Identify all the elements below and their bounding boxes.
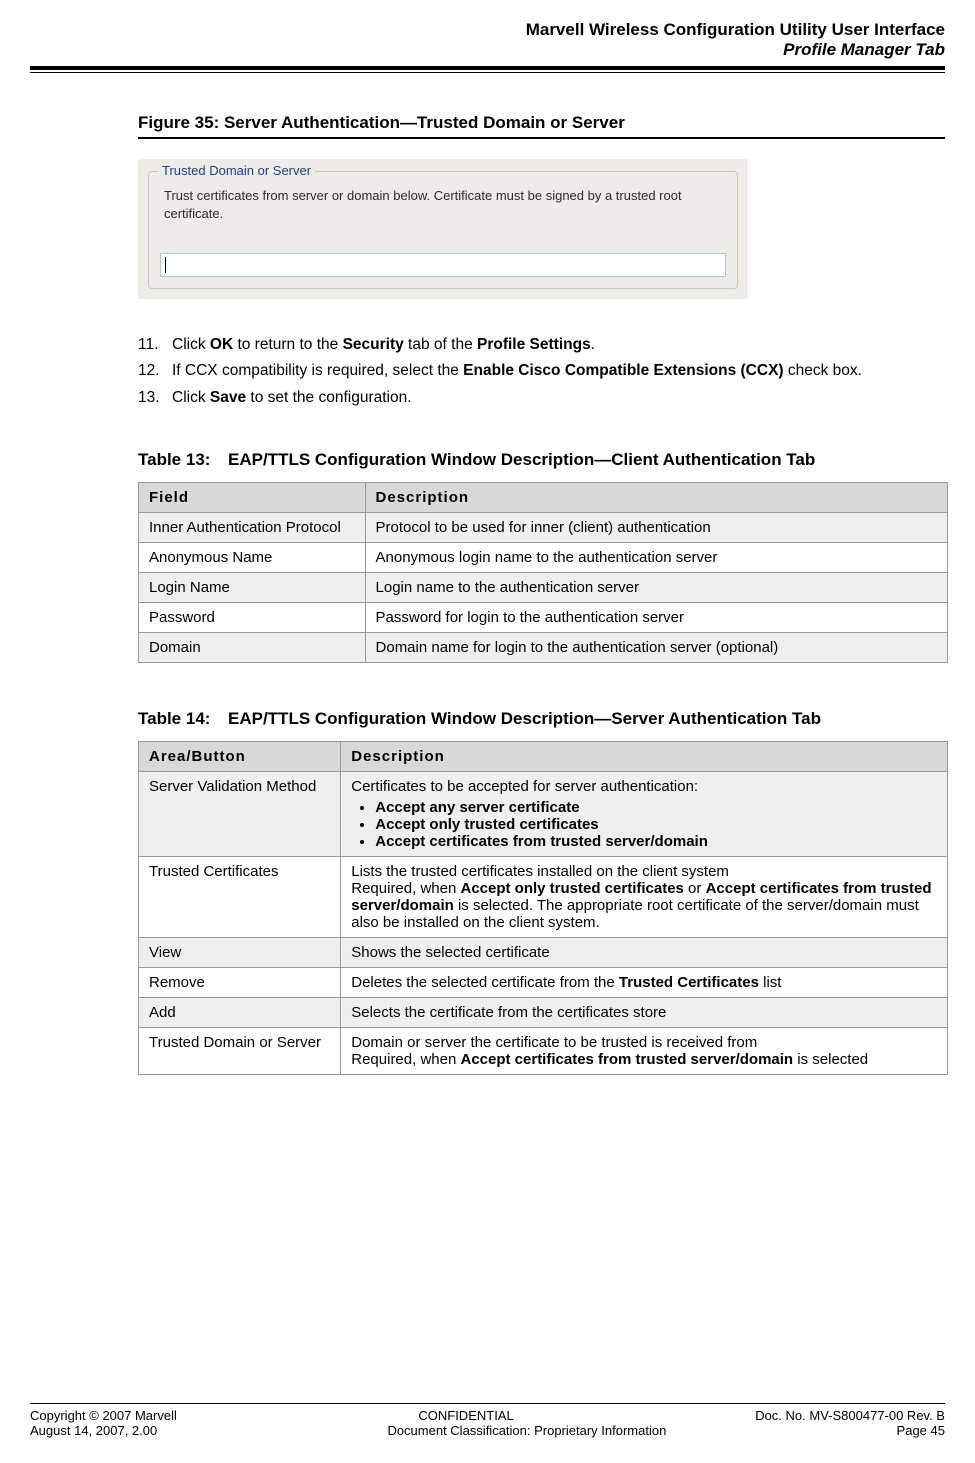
footer-center-2: Document Classification: Proprietary Inf… <box>387 1423 666 1438</box>
footer-rule <box>30 1403 945 1404</box>
cell-field: Login Name <box>139 573 366 603</box>
table-row: RemoveDeletes the selected certificate f… <box>139 968 948 998</box>
trusted-domain-groupbox: Trusted Domain or Server Trust certifica… <box>138 159 748 299</box>
th-area: Area/Button <box>139 742 341 772</box>
cell-area: Server Validation Method <box>139 772 341 857</box>
header-subtitle: Profile Manager Tab <box>30 40 945 60</box>
cell-description: Domain name for login to the authenticat… <box>365 633 947 663</box>
cell-field: Inner Authentication Protocol <box>139 513 366 543</box>
cell-field: Anonymous Name <box>139 543 366 573</box>
cell-description: Certificates to be accepted for server a… <box>341 772 948 857</box>
footer-row-1: Copyright © 2007 Marvell CONFIDENTIAL Do… <box>30 1408 945 1423</box>
cell-field: Password <box>139 603 366 633</box>
cell-description: Domain or server the certificate to be t… <box>341 1028 948 1075</box>
step-num: 11. <box>138 334 172 356</box>
cell-description: Lists the trusted certificates installed… <box>341 857 948 938</box>
cell-description: Login name to the authentication server <box>365 573 947 603</box>
cell-field: Domain <box>139 633 366 663</box>
page: Marvell Wireless Configuration Utility U… <box>0 0 975 1463</box>
cell-description: Password for login to the authentication… <box>365 603 947 633</box>
cell-area: Remove <box>139 968 341 998</box>
footer-right-2: Page 45 <box>897 1423 945 1438</box>
input-caret <box>165 257 166 273</box>
table-row: Trusted CertificatesLists the trusted ce… <box>139 857 948 938</box>
cell-description: Selects the certificate from the certifi… <box>341 998 948 1028</box>
steps-list: 11. Click OK to return to the Security t… <box>138 334 945 409</box>
page-header: Marvell Wireless Configuration Utility U… <box>30 20 945 60</box>
table13-caption: Table 13: EAP/TTLS Configuration Window … <box>138 449 945 472</box>
figure-caption: Figure 35: Server Authentication—Trusted… <box>138 113 945 133</box>
table14-body: Server Validation MethodCertificates to … <box>139 772 948 1075</box>
content: Figure 35: Server Authentication—Trusted… <box>30 73 945 1075</box>
th-description: Description <box>341 742 948 772</box>
step-text: If CCX compatibility is required, select… <box>172 360 862 382</box>
cell-description: Anonymous login name to the authenticati… <box>365 543 947 573</box>
groupbox-text: Trust certificates from server or domain… <box>164 187 722 222</box>
footer-right-1: Doc. No. MV-S800477-00 Rev. B <box>755 1408 945 1423</box>
table-header-row: Field Description <box>139 483 948 513</box>
table-row: Anonymous NameAnonymous login name to th… <box>139 543 948 573</box>
footer-row-2: August 14, 2007, 2.00 Document Classific… <box>30 1423 945 1438</box>
footer-left-2: August 14, 2007, 2.00 <box>30 1423 157 1438</box>
table-row: Login NameLogin name to the authenticati… <box>139 573 948 603</box>
table-header-row: Area/Button Description <box>139 742 948 772</box>
table-row: Inner Authentication ProtocolProtocol to… <box>139 513 948 543</box>
table-row: Trusted Domain or ServerDomain or server… <box>139 1028 948 1075</box>
groupbox-legend: Trusted Domain or Server <box>158 163 315 178</box>
step-11: 11. Click OK to return to the Security t… <box>138 334 945 356</box>
header-rule-thick <box>30 66 945 70</box>
th-description: Description <box>365 483 947 513</box>
cell-description: Protocol to be used for inner (client) a… <box>365 513 947 543</box>
cell-area: Add <box>139 998 341 1028</box>
cell-description: Shows the selected certificate <box>341 938 948 968</box>
step-num: 12. <box>138 360 172 382</box>
step-13: 13. Click Save to set the configuration. <box>138 387 945 409</box>
table13-body: Inner Authentication ProtocolProtocol to… <box>139 513 948 663</box>
footer-left-1: Copyright © 2007 Marvell <box>30 1408 177 1423</box>
table13-label: Table 13: <box>138 449 228 472</box>
step-text: Click Save to set the configuration. <box>172 387 412 409</box>
table-row: ViewShows the selected certificate <box>139 938 948 968</box>
step-num: 13. <box>138 387 172 409</box>
table14-title: EAP/TTLS Configuration Window Descriptio… <box>228 708 821 731</box>
table-row: Server Validation MethodCertificates to … <box>139 772 948 857</box>
header-title: Marvell Wireless Configuration Utility U… <box>30 20 945 40</box>
cell-description: Deletes the selected certificate from th… <box>341 968 948 998</box>
th-field: Field <box>139 483 366 513</box>
step-text: Click OK to return to the Security tab o… <box>172 334 595 356</box>
trusted-domain-input[interactable] <box>160 253 726 277</box>
cell-area: View <box>139 938 341 968</box>
figure-rule <box>138 137 945 139</box>
table-row: PasswordPassword for login to the authen… <box>139 603 948 633</box>
table14-label: Table 14: <box>138 708 228 731</box>
table13-title: EAP/TTLS Configuration Window Descriptio… <box>228 449 815 472</box>
table-row: AddSelects the certificate from the cert… <box>139 998 948 1028</box>
table13: Field Description Inner Authentication P… <box>138 482 948 663</box>
cell-area: Trusted Certificates <box>139 857 341 938</box>
cell-area: Trusted Domain or Server <box>139 1028 341 1075</box>
footer-center-1: CONFIDENTIAL <box>418 1408 513 1423</box>
table14-caption: Table 14: EAP/TTLS Configuration Window … <box>138 708 945 731</box>
table14: Area/Button Description Server Validatio… <box>138 741 948 1075</box>
step-12: 12. If CCX compatibility is required, se… <box>138 360 945 382</box>
page-footer: Copyright © 2007 Marvell CONFIDENTIAL Do… <box>30 1397 945 1439</box>
table-row: DomainDomain name for login to the authe… <box>139 633 948 663</box>
